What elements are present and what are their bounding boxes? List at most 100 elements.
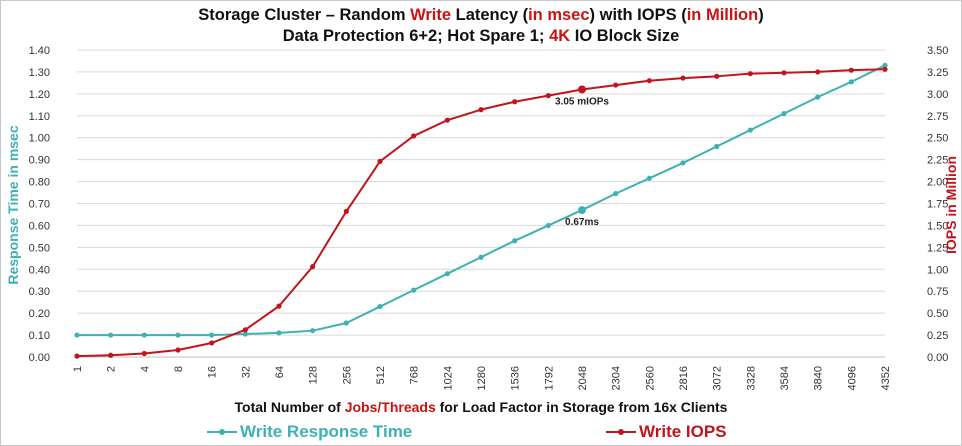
latency-point[interactable] — [613, 191, 619, 197]
left-tick-label: 1.00 — [29, 133, 50, 145]
x-tick-label: 1 — [72, 366, 84, 372]
series-write-response-time — [74, 62, 888, 338]
iops-point[interactable] — [882, 66, 888, 72]
left-tick-label: 0.90 — [29, 155, 50, 167]
left-axis-ticks: 0.00 0.10 0.20 0.30 0.40 0.50 0.60 0.70 0.80 0.90… — [29, 45, 50, 364]
right-tick-label: 1.50 — [927, 220, 948, 232]
iops-point[interactable] — [848, 67, 854, 73]
title-run: in msec — [528, 6, 590, 24]
right-tick-label: 0.50 — [927, 308, 948, 320]
annotations: 3.05 mIOPs 0.67ms — [555, 85, 609, 228]
latency-point[interactable] — [781, 110, 787, 117]
right-tick-label: 0.75 — [927, 286, 948, 298]
left-tick-label: 0.80 — [29, 177, 50, 189]
annotation-label: 0.67ms — [565, 217, 599, 228]
left-tick-label: 0.10 — [29, 330, 50, 342]
x-tick-label: 256 — [341, 366, 353, 384]
iops-point[interactable] — [613, 82, 619, 88]
left-tick-label: 0.30 — [29, 286, 50, 298]
latency-point[interactable] — [175, 332, 181, 338]
iops-point[interactable] — [747, 71, 753, 77]
chart-title-line-1: Storage Cluster – Random Write Latency (… — [0, 6, 962, 25]
iops-point[interactable] — [444, 117, 450, 123]
iops-point[interactable] — [141, 350, 147, 357]
right-axis-label: IOPS in Million — [943, 156, 959, 254]
latency-point[interactable] — [646, 175, 652, 181]
x-tick-label: 64 — [274, 366, 286, 378]
latency-point[interactable] — [141, 332, 147, 338]
iops-point[interactable] — [276, 303, 282, 309]
latency-point[interactable] — [815, 94, 821, 100]
latency-point[interactable] — [444, 271, 450, 277]
x-axis-label-highlight: Jobs/Threads — [344, 399, 436, 415]
left-tick-label: 0.20 — [29, 308, 50, 320]
latency-point[interactable] — [108, 332, 114, 338]
latency-point[interactable] — [343, 320, 349, 326]
x-tick-label: 1024 — [442, 366, 454, 390]
annotation-marker — [578, 85, 586, 94]
right-tick-label: 2.50 — [927, 133, 948, 145]
latency-point[interactable] — [747, 127, 753, 133]
legend-write-response-time[interactable]: Write Response Time — [207, 421, 412, 443]
latency-point[interactable] — [242, 331, 248, 337]
iops-point[interactable] — [815, 69, 821, 75]
iops-point[interactable] — [175, 347, 181, 353]
legend-write-iops[interactable]: Write IOPS — [606, 421, 727, 443]
x-tick-label: 3840 — [813, 366, 825, 390]
iops-point[interactable] — [108, 352, 114, 358]
latency-point[interactable] — [74, 332, 80, 338]
chart-title-line-2: Data Protection 6+2; Hot Spare 1; 4K IO … — [0, 27, 962, 46]
x-tick-label: 512 — [375, 366, 387, 384]
title-run: Data Protection 6+2; Hot Spare 1; — [282, 27, 550, 45]
right-tick-label: 2.75 — [927, 111, 948, 123]
latency-point[interactable] — [411, 287, 417, 293]
iops-point[interactable] — [209, 340, 215, 346]
title-run: ) — [758, 6, 764, 24]
iops-point[interactable] — [781, 70, 787, 76]
right-tick-label: 3.25 — [927, 67, 948, 79]
iops-point[interactable] — [310, 264, 316, 270]
latency-point[interactable] — [512, 238, 518, 244]
right-tick-label: 2.00 — [927, 177, 948, 189]
right-tick-label: 2.25 — [927, 155, 948, 167]
left-tick-label: 1.10 — [29, 111, 50, 123]
latency-point[interactable] — [310, 328, 316, 334]
latency-point[interactable] — [882, 62, 888, 68]
latency-point[interactable] — [848, 79, 854, 85]
x-tick-label: 1280 — [476, 366, 488, 390]
x-tick-label: 3328 — [745, 366, 757, 390]
latency-point[interactable] — [276, 330, 282, 336]
series-write-iops — [74, 66, 888, 359]
x-tick-label: 1536 — [510, 366, 522, 390]
iops-point[interactable] — [545, 93, 551, 99]
latency-point[interactable] — [377, 303, 383, 310]
latency-point[interactable] — [209, 332, 215, 338]
title-run: 4K — [549, 27, 571, 45]
iops-point[interactable] — [478, 107, 484, 113]
x-tick-label: 2048 — [577, 366, 589, 390]
latency-point[interactable] — [680, 160, 686, 166]
iops-point[interactable] — [74, 353, 80, 359]
right-tick-label: 1.00 — [927, 264, 948, 276]
x-tick-label: 2560 — [644, 366, 656, 390]
x-tick-label: 8 — [173, 366, 185, 372]
left-tick-label: 0.70 — [29, 199, 50, 211]
iops-point[interactable] — [680, 75, 686, 81]
iops-point[interactable] — [242, 327, 248, 333]
iops-point[interactable] — [377, 158, 383, 164]
latency-point[interactable] — [545, 222, 551, 229]
iops-point[interactable] — [343, 208, 349, 214]
latency-point[interactable] — [478, 254, 484, 260]
iops-point[interactable] — [411, 133, 417, 139]
right-tick-label: 3.00 — [927, 89, 948, 101]
legend-swatch-iops-marker — [618, 429, 624, 435]
annotation-marker — [578, 206, 586, 215]
iops-point[interactable] — [714, 73, 720, 79]
iops-point[interactable] — [512, 99, 518, 105]
latency-point[interactable] — [714, 143, 720, 150]
left-tick-label: 1.30 — [29, 67, 50, 79]
title-run: Storage Cluster – Random — [198, 6, 411, 24]
iops-point[interactable] — [646, 78, 652, 84]
